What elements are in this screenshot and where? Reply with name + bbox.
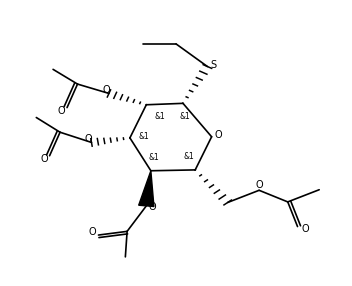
Text: &1: &1	[138, 132, 149, 141]
Text: O: O	[149, 202, 156, 212]
Text: O: O	[214, 130, 222, 140]
Text: O: O	[58, 106, 65, 116]
Text: &1: &1	[155, 112, 166, 121]
Text: O: O	[301, 224, 309, 234]
Text: &1: &1	[149, 153, 160, 162]
Polygon shape	[139, 171, 154, 206]
Text: &1: &1	[183, 152, 194, 161]
Text: S: S	[210, 60, 217, 70]
Text: O: O	[88, 227, 96, 237]
Text: O: O	[255, 180, 263, 190]
Text: O: O	[102, 85, 110, 95]
Text: O: O	[40, 154, 48, 164]
Text: &1: &1	[180, 112, 190, 122]
Text: O: O	[84, 134, 92, 144]
